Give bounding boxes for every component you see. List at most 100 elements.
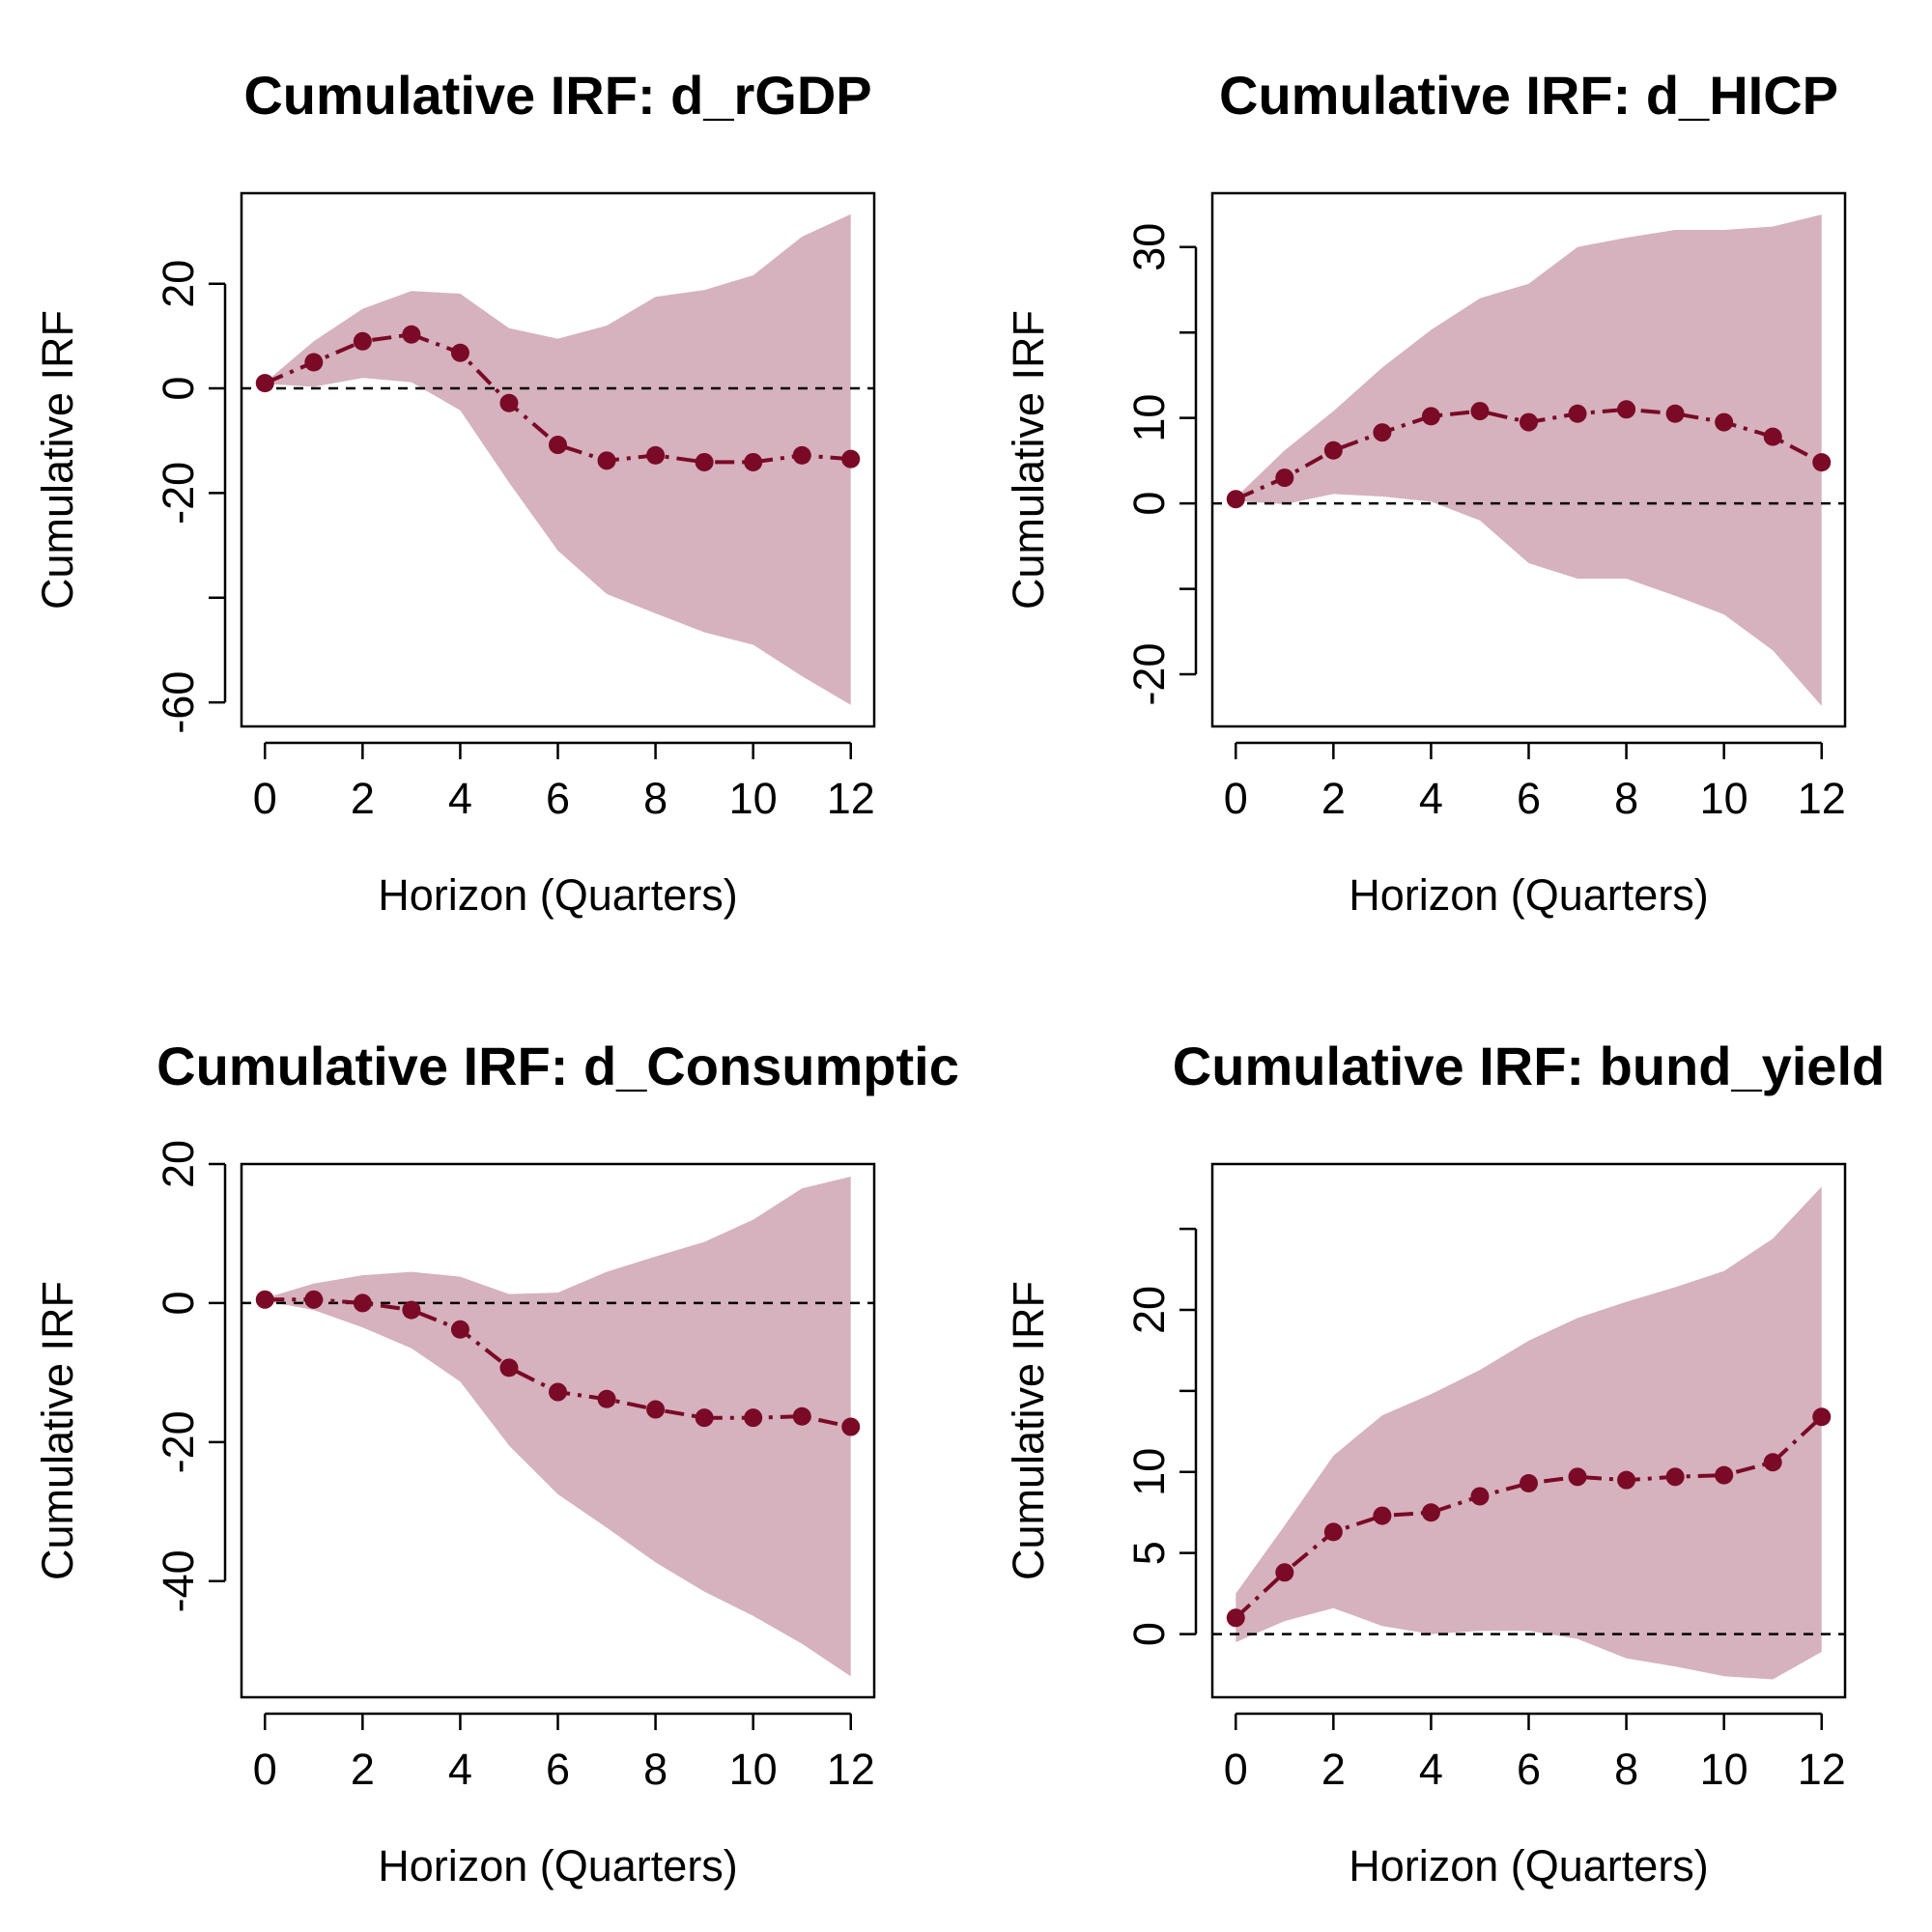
y-tick-label: 30 <box>1124 223 1174 271</box>
irf-point <box>499 1358 519 1378</box>
irf-point <box>1520 412 1538 432</box>
confidence-band <box>265 1177 851 1677</box>
x-tick-label: 6 <box>546 1745 570 1794</box>
irf-point <box>597 451 616 470</box>
y-tick-label: 5 <box>1124 1541 1174 1565</box>
x-axis-label: Horizon (Quarters) <box>1349 1841 1709 1890</box>
y-tick-label: -40 <box>154 1549 203 1612</box>
y-tick-label: 20 <box>1124 1286 1174 1334</box>
panel-title: Cumulative IRF: d_Consumptic <box>156 1036 959 1096</box>
y-tick-label: 0 <box>1124 492 1174 516</box>
confidence-band <box>1236 1186 1822 1680</box>
irf-point <box>353 1293 372 1313</box>
panel-4: 0 2 4 6 8 10 12 0 5 10 20 Cumulative IRF: bund_yiel… <box>1004 1036 1885 1890</box>
irf-point <box>549 1382 567 1402</box>
irf-point <box>1323 1522 1343 1542</box>
irf-point <box>1812 453 1832 472</box>
x-tick-label: 10 <box>1700 1745 1748 1794</box>
irf-point <box>744 452 763 471</box>
irf-point <box>450 1320 469 1339</box>
y-tick-label: 20 <box>154 1140 203 1188</box>
x-tick-label: 6 <box>1517 1745 1541 1794</box>
y-axis-label: Cumulative IRF <box>1004 310 1053 610</box>
x-tick-label: 4 <box>448 1745 472 1794</box>
y-axis-label: Cumulative IRF <box>1004 1281 1053 1580</box>
x-tick-label: 8 <box>1614 774 1638 823</box>
x-tick-label: 8 <box>1614 1745 1638 1794</box>
irf-point <box>841 1417 861 1436</box>
x-tick-label: 0 <box>253 774 277 823</box>
irf-point <box>1275 1563 1294 1582</box>
x-tick-label: 10 <box>729 1745 778 1794</box>
x-tick-label: 6 <box>1517 774 1541 823</box>
x-tick-label: 4 <box>1419 774 1443 823</box>
irf-point <box>1275 469 1294 488</box>
irf-point <box>597 1389 616 1408</box>
panel-2: 0 2 4 6 8 10 12 -20 0 10 30 Cumulative IRF: d_HICP H… <box>1004 65 1847 920</box>
irf-point <box>841 449 861 469</box>
plot-box <box>240 191 876 728</box>
irf-point <box>1812 1407 1832 1427</box>
y-tick-label: 0 <box>154 377 203 401</box>
irf-point <box>1763 1453 1782 1472</box>
irf-point <box>1568 404 1587 423</box>
x-tick-label: 10 <box>1700 774 1748 823</box>
x-tick-label: 12 <box>827 1745 875 1794</box>
panel-title: Cumulative IRF: d_HICP <box>1219 65 1838 126</box>
irf-point <box>1715 1465 1734 1485</box>
irf-point <box>1226 1608 1245 1628</box>
irf-point <box>1665 404 1685 423</box>
irf-point <box>549 436 567 455</box>
x-tick-label: 12 <box>1798 774 1846 823</box>
x-tick-label: 2 <box>1321 774 1346 823</box>
irf-point <box>646 445 666 465</box>
irf-point <box>1763 427 1782 446</box>
irf-point <box>1226 490 1245 509</box>
irf-point <box>1470 1487 1490 1506</box>
x-tick-label: 6 <box>546 774 570 823</box>
confidence-band <box>1236 214 1822 706</box>
irf-point <box>1421 407 1440 426</box>
plot-box <box>240 1162 876 1699</box>
irf-point <box>646 1400 666 1419</box>
y-tick-label: 10 <box>1124 394 1174 442</box>
x-tick-label: 0 <box>253 1745 277 1794</box>
x-tick-label: 4 <box>448 774 472 823</box>
irf-point <box>1323 440 1343 460</box>
irf-point <box>1520 1474 1538 1493</box>
irf-point <box>402 1300 421 1320</box>
irf-point <box>402 325 421 344</box>
x-axis-label: Horizon (Quarters) <box>378 870 738 920</box>
y-tick-label: 10 <box>1124 1448 1174 1496</box>
panel-1: 0 2 4 6 8 10 12 -60 -20 0 20 Cumulative IRF: d_rGDP… <box>33 65 876 920</box>
panel-title: Cumulative IRF: d_rGDP <box>243 65 871 126</box>
x-tick-label: 8 <box>643 774 668 823</box>
irf-point <box>1373 1506 1392 1525</box>
irf-point <box>792 1406 811 1426</box>
x-tick-label: 2 <box>351 774 375 823</box>
plot-box <box>1210 191 1847 728</box>
irf-point <box>1715 412 1734 432</box>
irf-point <box>695 452 714 471</box>
y-tick-label: -20 <box>154 462 203 525</box>
x-axis-label: Horizon (Quarters) <box>378 1841 738 1890</box>
x-tick-label: 0 <box>1224 774 1248 823</box>
x-tick-label: 12 <box>827 774 875 823</box>
irf-point <box>695 1408 714 1428</box>
plot-box <box>1210 1162 1847 1699</box>
irf-point <box>353 331 372 351</box>
irf-point <box>255 374 274 393</box>
irf-point <box>1665 1467 1685 1487</box>
x-tick-label: 2 <box>1321 1745 1346 1794</box>
x-tick-label: 4 <box>1419 1745 1443 1794</box>
y-axis-label: Cumulative IRF <box>33 1281 82 1580</box>
x-tick-label: 12 <box>1798 1745 1846 1794</box>
irf-point <box>1421 1503 1440 1522</box>
x-axis-label: Horizon (Quarters) <box>1349 870 1709 920</box>
irf-point <box>1617 1470 1636 1490</box>
y-axis-label: Cumulative IRF <box>33 310 82 610</box>
x-tick-label: 0 <box>1224 1745 1248 1794</box>
x-tick-label: 8 <box>643 1745 668 1794</box>
irf-point <box>1373 423 1392 442</box>
